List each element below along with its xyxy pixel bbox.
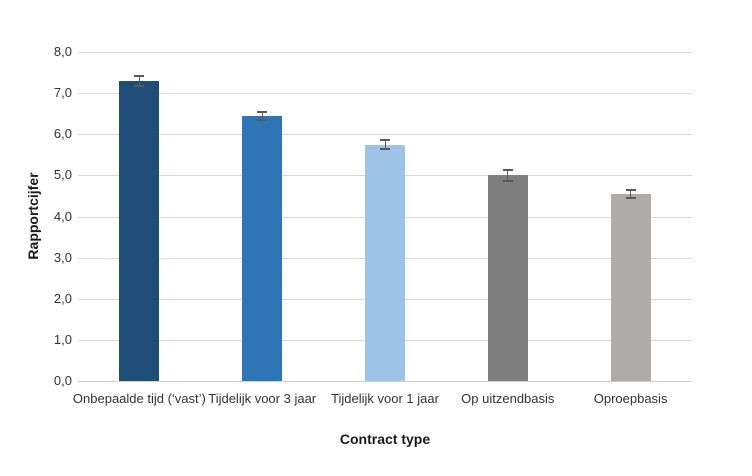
y-tick-label: 7,0	[53, 85, 72, 101]
bar	[242, 115, 283, 381]
bar	[487, 175, 528, 381]
y-tick-label: 8,0	[53, 44, 72, 59]
error-bar-cap-bottom	[257, 118, 268, 121]
x-axis-line	[78, 381, 692, 382]
y-tick-label: 5,0	[53, 167, 72, 183]
error-bar-line	[507, 170, 509, 181]
y-tick-label: 0,0	[53, 373, 72, 388]
x-category-label: Tijdelijk voor 1 jaar	[331, 391, 439, 406]
y-gridline	[78, 134, 692, 136]
x-category-label: Op uitzendbasis	[461, 391, 555, 406]
error-bar-cap-bottom	[380, 147, 390, 150]
error-bar-line	[261, 111, 263, 120]
y-tick-label: 1,0	[53, 331, 72, 347]
error-bar-cap-top	[380, 139, 390, 142]
x-category-label: Onbepaalde tijd (‘vast’)	[72, 391, 206, 406]
x-category-label: Oproepbasis	[593, 391, 668, 406]
error-bar-cap-bottom	[502, 179, 513, 182]
y-tick-label: 3,0	[53, 249, 72, 265]
bar	[365, 144, 405, 381]
bar	[119, 80, 160, 381]
error-bar-cap-bottom	[625, 196, 636, 199]
y-tick-label: 4,0	[53, 208, 72, 224]
error-bar-cap-bottom	[134, 84, 145, 87]
error-bar-cap-top	[257, 110, 268, 113]
error-bar-line	[138, 75, 140, 86]
error-bar-line	[630, 189, 632, 198]
y-tick-label: 2,0	[53, 290, 72, 306]
error-bar-cap-top	[625, 188, 636, 191]
y-gridline	[78, 52, 692, 53]
error-bar-line	[384, 140, 386, 149]
x-category-label: Tijdelijk voor 3 jaar	[208, 391, 317, 406]
error-bar-cap-top	[134, 74, 145, 77]
y-tick-label: 6,0	[53, 126, 72, 142]
x-axis-title: Contract type	[339, 431, 431, 447]
error-bar-cap-top	[502, 169, 513, 172]
y-gridline	[78, 93, 692, 95]
bar	[610, 193, 651, 381]
